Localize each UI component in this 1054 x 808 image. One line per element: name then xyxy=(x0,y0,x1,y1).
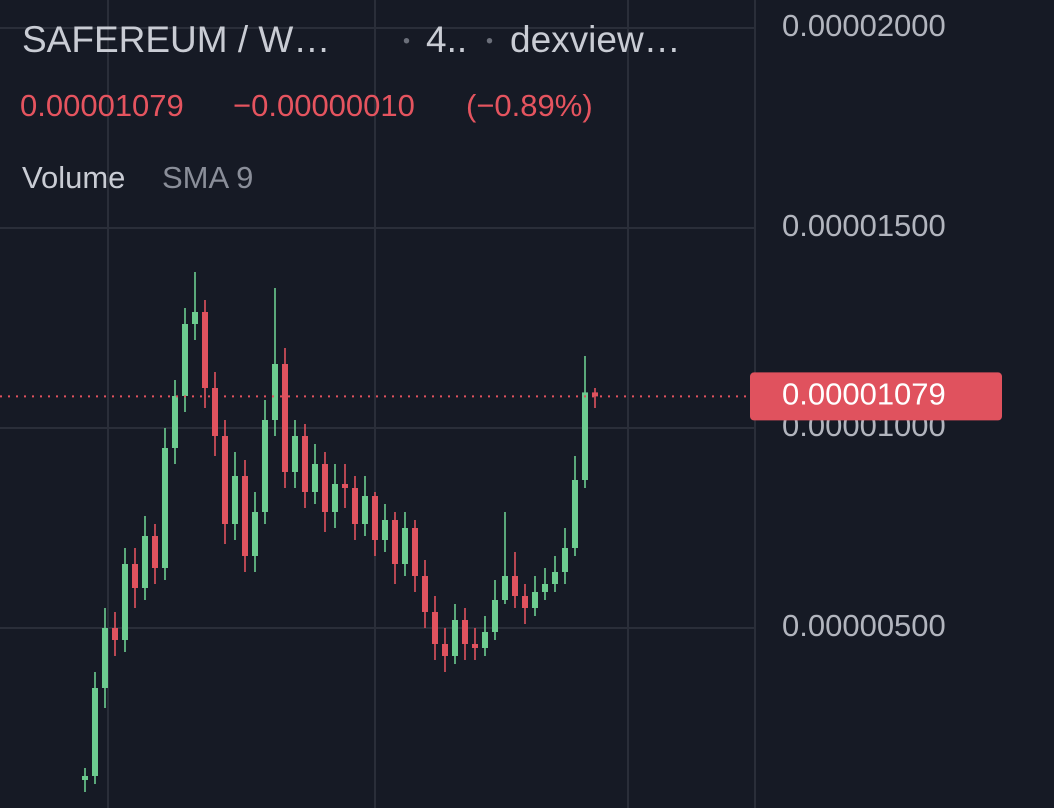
candle-body xyxy=(172,396,178,448)
candle-body xyxy=(222,436,228,524)
candle-body xyxy=(252,512,258,556)
candle-body xyxy=(162,448,168,568)
candle-body xyxy=(272,364,278,420)
separator: • xyxy=(403,30,410,52)
candle-body xyxy=(472,644,478,648)
interval: 4.. xyxy=(426,19,467,60)
candle-body xyxy=(432,612,438,644)
candle-body xyxy=(192,312,198,324)
candle-body xyxy=(422,576,428,612)
candle-body xyxy=(492,600,498,632)
candle-body xyxy=(292,436,298,472)
indicator-param: SMA 9 xyxy=(162,160,253,195)
candle-body xyxy=(142,536,148,588)
candle-body xyxy=(402,528,408,564)
plot-area xyxy=(0,27,755,792)
change-percent: (−0.89%) xyxy=(466,88,593,123)
source: dexview… xyxy=(510,19,681,60)
candle-body xyxy=(332,484,338,512)
candle-body xyxy=(532,592,538,608)
candle-body xyxy=(302,436,308,492)
candle-body xyxy=(132,564,138,588)
indicator: Volume xyxy=(22,160,125,195)
candle-body xyxy=(452,620,458,656)
candle-body xyxy=(112,628,118,640)
candle-body xyxy=(552,572,558,584)
candle-body xyxy=(202,312,208,388)
candle-body xyxy=(382,520,388,540)
candle-body xyxy=(522,596,528,608)
candle-body xyxy=(582,392,588,480)
y-tick-label: 0.00002000 xyxy=(782,8,946,43)
candle-body xyxy=(152,536,158,568)
candle-body xyxy=(562,548,568,572)
candle-body xyxy=(362,496,368,524)
change: −0.00000010 xyxy=(233,88,415,123)
candle-body xyxy=(122,564,128,640)
symbol: SAFEREUM / W… xyxy=(22,19,330,60)
candle-body xyxy=(92,688,98,776)
candle-body xyxy=(282,364,288,472)
candle-body xyxy=(182,324,188,396)
y-axis: 0.000005000.000010000.000015000.00002000… xyxy=(750,8,1002,643)
candle-body xyxy=(102,628,108,688)
candle-body xyxy=(312,464,318,492)
last-price-tag xyxy=(750,372,1002,421)
candle-body xyxy=(462,620,468,644)
price: 0.00001079 xyxy=(20,88,184,123)
separator: • xyxy=(486,30,493,52)
candle-body xyxy=(542,584,548,592)
candle-body xyxy=(242,476,248,556)
candle-body xyxy=(442,644,448,656)
candle-body xyxy=(232,476,238,524)
candle-body xyxy=(352,488,358,524)
candle-body xyxy=(412,528,418,576)
candle-body xyxy=(512,576,518,596)
y-tick-label: 0.00001500 xyxy=(782,208,946,243)
candle-body xyxy=(392,520,398,564)
y-tick-label: 0.00000500 xyxy=(782,608,946,643)
candle-body xyxy=(262,420,268,512)
candle-body xyxy=(322,464,328,512)
last-price-label: 0.00001079 xyxy=(782,377,946,412)
candle-body xyxy=(342,484,348,488)
candle-body xyxy=(372,496,378,540)
candle-body xyxy=(82,776,88,780)
candle-body xyxy=(572,480,578,548)
candle-body xyxy=(502,576,508,600)
candle-body xyxy=(212,388,218,436)
candle-body xyxy=(482,632,488,648)
candle-body xyxy=(592,392,598,397)
